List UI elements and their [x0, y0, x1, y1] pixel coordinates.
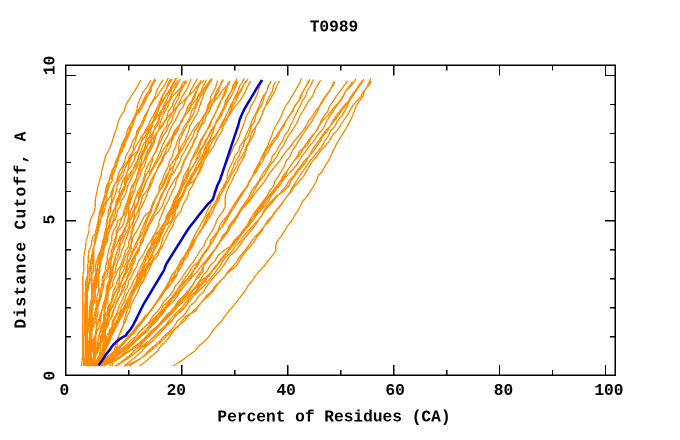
svg-text:0: 0 [60, 382, 70, 400]
svg-text:100: 100 [594, 382, 623, 400]
svg-text:0: 0 [42, 371, 60, 381]
svg-text:40: 40 [276, 382, 295, 400]
svg-text:T0989: T0989 [310, 18, 359, 36]
svg-text:80: 80 [494, 382, 513, 400]
svg-text:Percent of Residues (CA): Percent of Residues (CA) [217, 409, 450, 427]
svg-text:60: 60 [385, 382, 404, 400]
svg-text:5: 5 [42, 215, 60, 225]
svg-text:20: 20 [167, 382, 186, 400]
svg-text:Distance Cutoff, A: Distance Cutoff, A [13, 130, 31, 328]
svg-text:10: 10 [42, 56, 60, 75]
